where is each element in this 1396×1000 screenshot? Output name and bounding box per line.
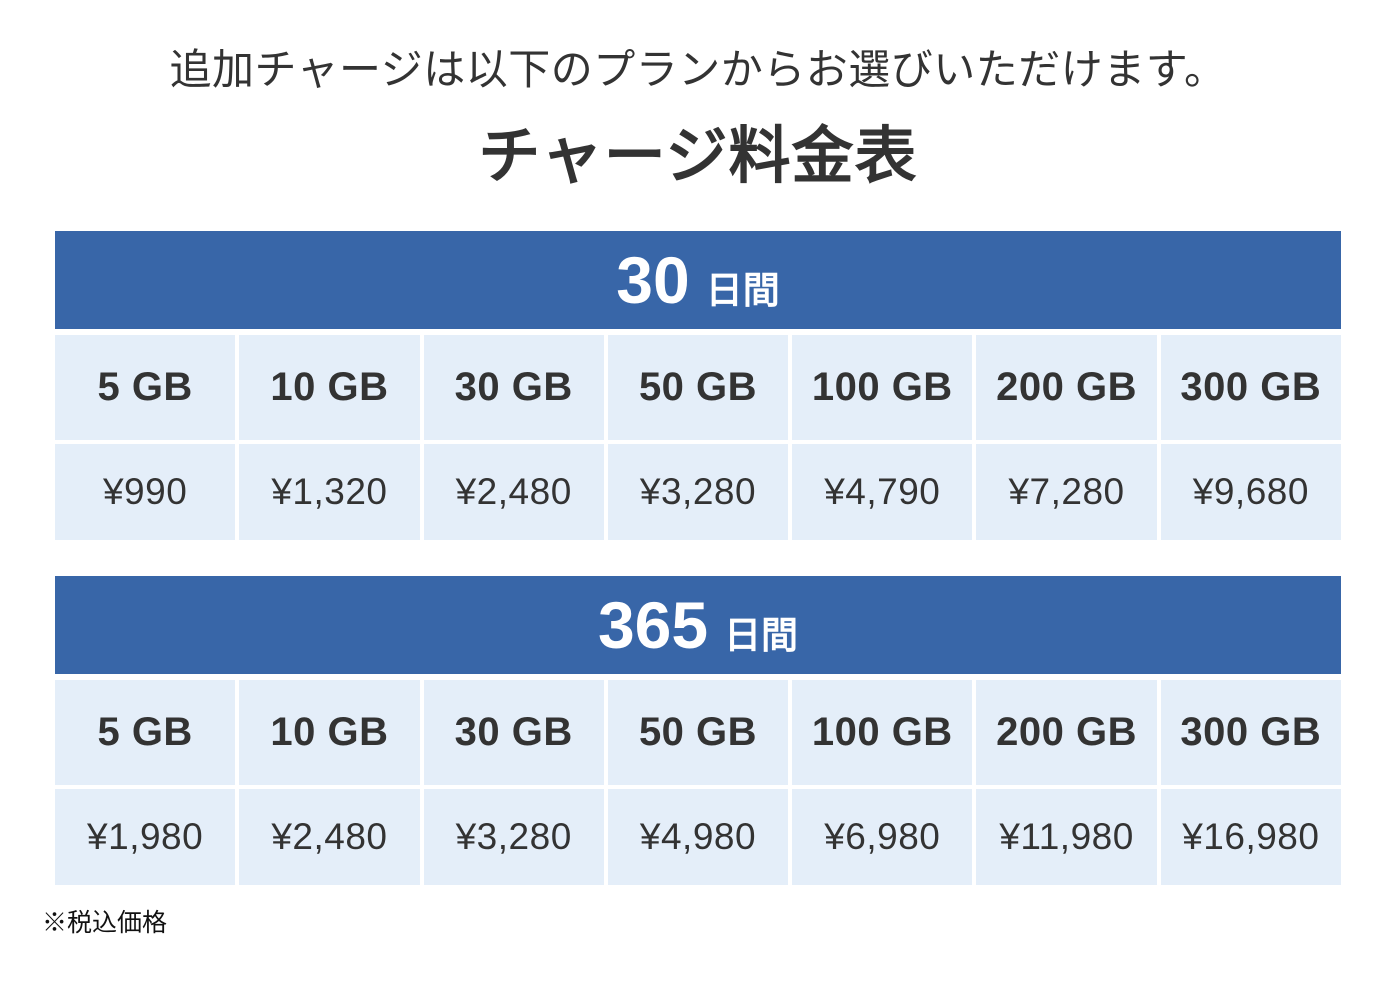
capacity-header-row-30days: 5 GB 10 GB 30 GB 50 GB 100 GB 200 GB 300… (55, 334, 1341, 440)
tax-included-note: ※税込価格 (42, 908, 168, 937)
capacity-cell: 5 GB (55, 679, 236, 785)
price-cell: ¥4,790 (792, 443, 973, 540)
capacity-cell: 300 GB (1160, 334, 1341, 440)
price-cell: ¥2,480 (239, 788, 420, 885)
price-cell: ¥3,280 (607, 443, 789, 540)
price-cell: ¥6,980 (792, 788, 973, 885)
price-table-365days: 365 日間 5 GB 10 GB 30 GB 50 GB 100 GB 200… (55, 575, 1341, 885)
period-number-365: 365 (597, 587, 709, 662)
period-number-30: 30 (616, 242, 690, 317)
price-cell: ¥7,280 (976, 443, 1157, 540)
capacity-cell: 10 GB (239, 679, 420, 785)
price-cell: ¥1,980 (55, 788, 236, 885)
capacity-cell: 30 GB (423, 679, 604, 785)
price-cell: ¥2,480 (423, 443, 604, 540)
price-cell: ¥4,980 (607, 788, 789, 885)
price-cell: ¥11,980 (976, 788, 1157, 885)
capacity-cell: 5 GB (55, 334, 236, 440)
price-cell: ¥1,320 (239, 443, 420, 540)
capacity-cell: 10 GB (239, 334, 420, 440)
price-cell: ¥990 (55, 443, 236, 540)
capacity-cell: 50 GB (607, 334, 789, 440)
page-title: チャージ料金表 (478, 121, 918, 191)
price-row-30days: ¥990 ¥1,320 ¥2,480 ¥3,280 ¥4,790 ¥7,280 … (55, 443, 1341, 540)
price-cell: ¥16,980 (1160, 788, 1341, 885)
price-cell: ¥3,280 (423, 788, 604, 885)
capacity-cell: 100 GB (792, 679, 973, 785)
capacity-cell: 100 GB (792, 334, 973, 440)
period-unit-label: 日間 (705, 269, 780, 311)
capacity-header-row-365days: 5 GB 10 GB 30 GB 50 GB 100 GB 200 GB 300… (55, 679, 1341, 785)
capacity-cell: 200 GB (976, 334, 1157, 440)
period-header-365days: 365 日間 (55, 575, 1341, 674)
capacity-cell: 300 GB (1160, 679, 1341, 785)
price-row-365days: ¥1,980 ¥2,480 ¥3,280 ¥4,980 ¥6,980 ¥11,9… (55, 788, 1341, 885)
price-table-30days: 30 日間 5 GB 10 GB 30 GB 50 GB 100 GB 200 … (55, 230, 1341, 540)
price-cell: ¥9,680 (1160, 443, 1341, 540)
capacity-cell: 50 GB (607, 679, 789, 785)
capacity-cell: 200 GB (976, 679, 1157, 785)
page-subtitle: 追加チャージは以下のプランからお選びいただけます。 (169, 46, 1227, 93)
period-unit-label: 日間 (724, 614, 799, 656)
capacity-cell: 30 GB (423, 334, 604, 440)
period-header-30days: 30 日間 (55, 230, 1341, 329)
